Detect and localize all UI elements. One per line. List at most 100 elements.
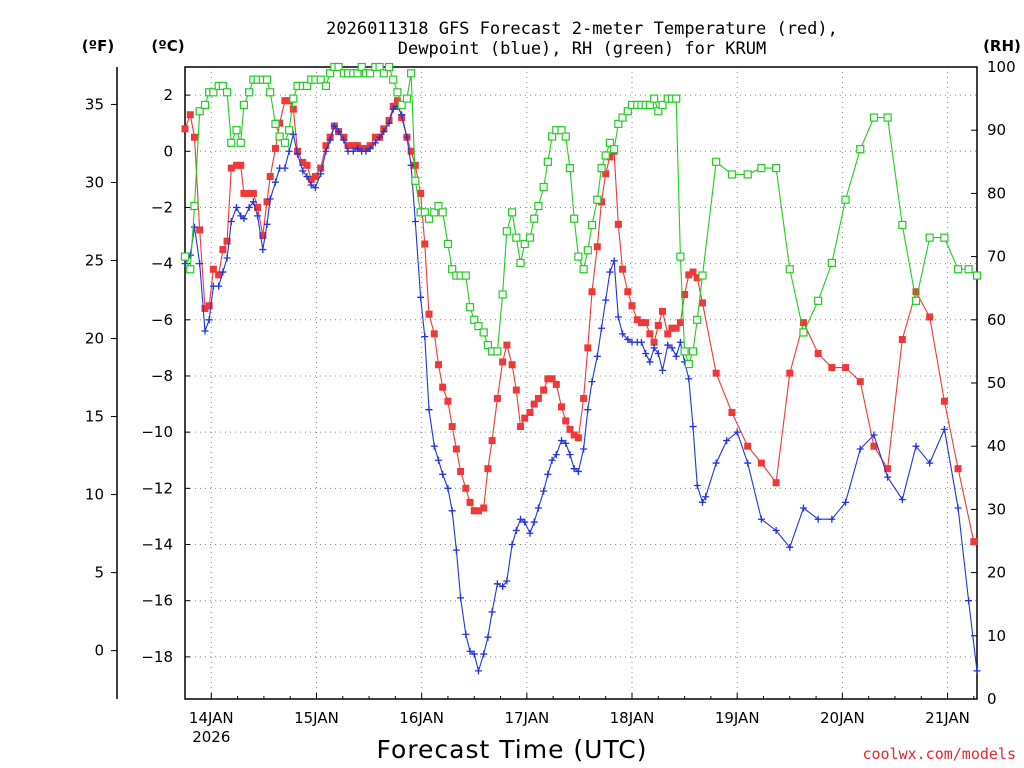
temperature-point	[521, 414, 529, 422]
dewpoint-point	[676, 338, 684, 346]
temperature-point	[407, 147, 415, 155]
rh-point	[688, 347, 698, 356]
dewpoint-point	[672, 352, 680, 360]
rh-point	[397, 100, 406, 110]
dewpoint-point	[190, 223, 198, 231]
dewpoint-point	[254, 212, 262, 220]
rh-point	[925, 233, 934, 242]
dewpoint-point	[619, 330, 627, 338]
temperature-point	[457, 467, 465, 475]
dewpoint-point	[642, 350, 650, 358]
temperature-point	[534, 394, 542, 402]
temperature-point	[672, 324, 680, 332]
rh-point	[814, 296, 823, 305]
rh-point	[869, 113, 879, 122]
temperature-point	[530, 400, 538, 408]
dewpoint-point	[544, 470, 552, 478]
dewpoint-point	[444, 484, 452, 492]
fahrenheit-axis: 35 30 25 20 15 10 5 0	[85, 95, 117, 660]
temperature-point	[602, 170, 610, 178]
dewpoint-point	[462, 630, 470, 638]
x-tick-sublabel: 2026	[192, 728, 230, 746]
rh-point	[601, 151, 610, 160]
temperature-point	[637, 319, 645, 327]
dewpoint-point	[227, 217, 235, 225]
temperature-point	[263, 198, 271, 206]
celsius-tick-label: −6	[151, 311, 173, 329]
dewpoint-point	[371, 139, 379, 147]
celsius-tick-label: −14	[141, 536, 173, 554]
temperature-point	[303, 161, 311, 169]
dewpoint-point	[474, 667, 482, 675]
dewpoint-point	[606, 268, 614, 276]
dewpoint-point	[757, 515, 765, 523]
temperature-point	[633, 316, 641, 324]
rh-point	[227, 138, 236, 147]
dewpoint-point	[233, 203, 241, 211]
temperature-point	[624, 288, 632, 296]
dewpoint-point	[223, 254, 231, 262]
dewpoint-point	[558, 437, 566, 445]
x-tick-label: 16JAN	[399, 709, 444, 727]
dewpoint-point	[786, 543, 794, 551]
dewpoint-point	[407, 161, 415, 169]
temperature-point	[685, 271, 693, 279]
rh-point	[479, 328, 488, 337]
dewpoint-point	[744, 459, 752, 467]
dewpoint-point	[259, 246, 267, 254]
temperature-point	[772, 479, 780, 487]
dewpoint-point	[526, 529, 534, 537]
temperature-point	[285, 97, 293, 105]
dewpoint-point	[266, 195, 274, 203]
temperature-point	[311, 173, 319, 181]
dewpoint-point	[466, 647, 474, 655]
dewpoint-point	[534, 504, 542, 512]
temperature-point	[466, 498, 474, 506]
dewpoint-point	[685, 375, 693, 383]
x-axis-title: Forecast Time (UTC)	[377, 735, 648, 764]
rh-point	[672, 94, 681, 103]
dewpoint-point	[398, 111, 406, 119]
dewpoint-point	[530, 518, 538, 526]
dewpoint-point	[340, 136, 348, 144]
rh-tick-label: 20	[987, 564, 1006, 582]
rh-point	[841, 195, 850, 204]
fahrenheit-tick-label: 5	[94, 564, 104, 582]
rh-point	[883, 113, 892, 122]
dewpoint-point	[712, 459, 720, 467]
rh-point	[565, 164, 575, 173]
temperature-point	[593, 243, 601, 251]
fahrenheit-unit-label: (ºF)	[82, 37, 114, 55]
temperature-point	[452, 445, 460, 453]
rh-point	[461, 271, 470, 280]
fahrenheit-tick-label: 20	[85, 330, 104, 348]
rh-point	[262, 75, 272, 84]
temperature-point	[558, 403, 566, 411]
dewpoint-point	[219, 268, 227, 276]
rh-point	[799, 328, 808, 337]
celsius-tick-label: −8	[151, 367, 173, 385]
dewpoint-point	[326, 136, 334, 144]
rh-point	[384, 62, 394, 72]
rh-point	[393, 88, 402, 97]
rh-point	[618, 113, 627, 122]
dewpoint-point	[598, 324, 606, 332]
dewpoint-point	[614, 313, 622, 321]
temperature-point	[349, 142, 357, 150]
temperature-point	[317, 164, 325, 172]
temperature-point	[940, 397, 948, 405]
temperature-point	[344, 142, 352, 150]
rh-tick-label: 30	[987, 500, 1006, 518]
rh-unit-label: (RH)	[983, 37, 1021, 55]
rh-point	[285, 126, 294, 135]
temperature-point	[970, 538, 978, 546]
dewpoint-point	[307, 181, 315, 189]
rh-tick-label: 80	[987, 184, 1006, 202]
temperature-point	[598, 198, 606, 206]
temperature-point	[245, 189, 253, 197]
dewpoint-point	[624, 335, 632, 343]
dewpoint-point	[588, 378, 596, 386]
rh-tick-label: 50	[987, 374, 1006, 392]
rh-point	[424, 214, 434, 223]
rh-point	[470, 315, 479, 324]
